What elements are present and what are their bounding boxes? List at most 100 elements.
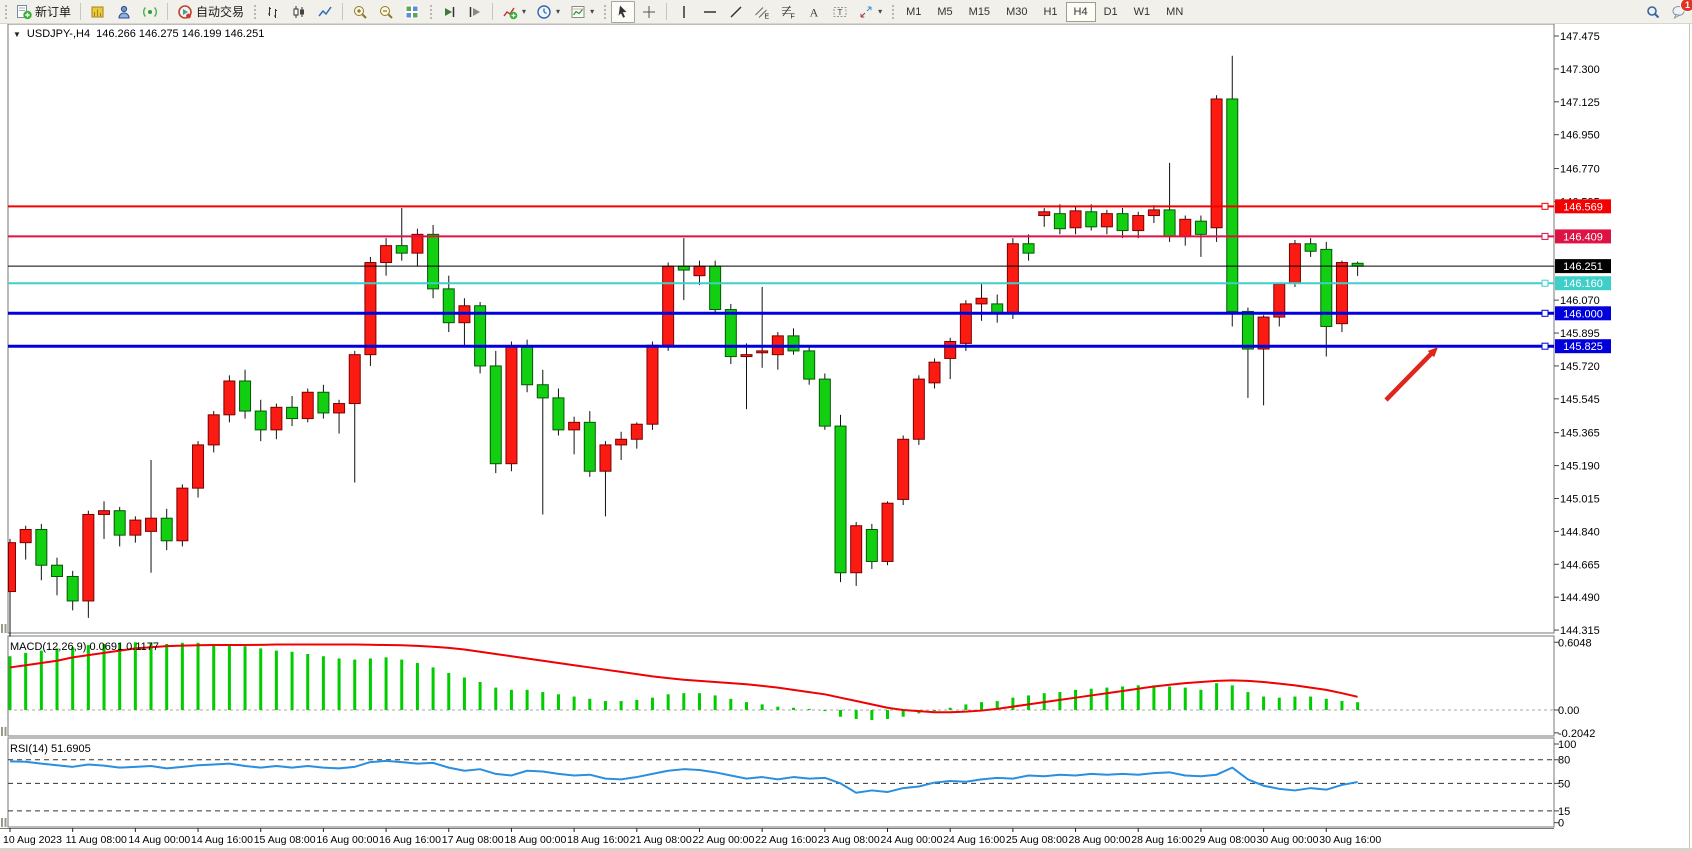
candle-bullish [333,403,346,414]
line-chart-mode-button[interactable] [313,1,337,23]
price-label-box [1555,339,1611,354]
zoom-in-button[interactable] [348,1,372,23]
timeframe-button-m15[interactable]: M15 [968,5,991,18]
macd-bar [854,710,858,719]
timeframe-button-w1[interactable]: W1 [1133,5,1151,18]
chart-shift-button[interactable] [463,1,487,23]
trendline-tool-button[interactable] [724,1,748,23]
zoom-out-icon [378,4,394,20]
channel-tool-button[interactable]: E [750,1,774,23]
main-price-panel[interactable] [7,24,1555,634]
candles-layer[interactable] [8,55,1364,637]
price-tick-label: 146.070 [1560,295,1600,307]
rsi-panel[interactable] [7,737,1555,828]
candle-bearish [818,378,831,427]
macd-bar [180,642,184,710]
candle-bullish [1147,209,1160,217]
rsi-axis-label: 50 [1558,778,1570,790]
price-level-lines[interactable]: 146.569 146.409 146.251 146.160 146.000 145.8… [8,199,1611,354]
auto-scroll-button[interactable] [437,1,461,23]
date-tick-label: 28 Aug 00:00 [1069,834,1131,846]
macd-bar [541,692,545,710]
panel-splitter-grip[interactable] [4,818,7,827]
chart-title: ▼ USDJPY-,H4 146.266 146.275 146.199 146… [13,28,264,40]
toolbar-grip[interactable] [252,3,258,20]
timeframe-button-mn[interactable]: MN [1166,5,1184,18]
candlestick-mode-button[interactable] [287,1,311,23]
signal-icon [142,4,158,20]
bar-chart-mode-button[interactable] [261,1,285,23]
signal-button[interactable] [138,1,162,23]
level-line-marker[interactable] [1541,342,1549,350]
periods-button[interactable]: ▾ [532,1,564,23]
panel-splitter-grip[interactable] [1,818,3,827]
templates-button[interactable]: ▾ [566,1,598,23]
chart-canvas[interactable]: 147.475 147.300 147.125 146.950 146.770 146.5… [0,24,1692,851]
horizontal-line-tool-button[interactable] [698,1,722,23]
timeframe-button-h1[interactable]: H1 [1043,5,1058,18]
toolbar-grip[interactable] [602,3,608,20]
macd-plot[interactable]: 0.6048 0.00 -0.2042 [8,637,1595,740]
timeframe-button-h4[interactable]: H4 [1065,1,1096,22]
candle-bullish [270,406,283,431]
auto-trading-button[interactable]: 自动交易 [173,1,248,23]
text-tool-button[interactable]: A [802,1,826,23]
text-label-tool-button[interactable]: T [828,1,852,23]
status-strip [0,848,1692,851]
panel-splitter-grip[interactable] [4,624,7,633]
macd-bar [1230,685,1234,710]
level-line-marker[interactable] [1541,279,1549,287]
toolbar-grip[interactable] [3,3,8,20]
macd-panel[interactable] [7,635,1555,737]
timeframe-button-m5[interactable]: M5 [937,5,953,18]
panel-splitter-grip[interactable] [1,727,3,736]
rsi-plot[interactable]: 100 80 50 150 [8,739,1576,830]
level-line-marker[interactable] [1541,309,1549,317]
level-line-marker[interactable] [1541,232,1549,240]
tile-windows-button[interactable] [400,1,424,23]
one-click-trading-toggle[interactable]: ▼ [13,29,21,39]
rsi-line [9,759,1358,794]
chart-window[interactable]: 147.475 147.300 147.125 146.950 146.770 146.5… [0,24,1692,851]
candle-bearish [1241,310,1254,350]
indicators-button[interactable]: ▾ [498,1,530,23]
search-button[interactable] [1641,1,1665,23]
annotation-arrow[interactable] [1384,347,1438,402]
zoom-out-button[interactable] [374,1,398,23]
candle-bullish [1335,262,1348,325]
macd-bar [431,667,435,710]
candle-bearish [66,576,79,602]
price-axis[interactable]: 147.475 147.300 147.125 146.950 146.770 146.5… [1554,31,1600,637]
chat-button[interactable]: 1 [1667,0,1692,23]
chart-symbol-period: USDJPY-,H4 [26,28,91,40]
macd-bar [588,698,592,710]
cursor-tool-button[interactable] [611,0,636,23]
market-watch-button[interactable] [86,1,110,23]
fibonacci-tool-button[interactable]: F [776,1,800,23]
timeframe-button-d1[interactable]: D1 [1103,5,1118,18]
macd-bar [1136,685,1140,710]
date-axis[interactable]: 10 Aug 2023 11 Aug 08:00 14 Aug 00:00 14 Au… [0,828,1554,846]
candle-bullish [98,510,111,515]
macd-bar [1340,701,1344,710]
level-line-marker[interactable] [1541,202,1549,210]
candle-bearish [286,406,299,420]
vertical-line-tool-button[interactable] [672,1,696,23]
search-icon [1645,4,1661,20]
timeframe-button-m1[interactable]: M1 [906,5,922,18]
timeframe-button-m30[interactable]: M30 [1006,5,1028,18]
date-tick-label: 28 Aug 16:00 [1131,834,1193,846]
panel-splitter-grip[interactable] [4,727,7,736]
arrows-tool-button[interactable]: ▾ [854,1,886,23]
price-tick-label: 145.895 [1560,328,1600,340]
candle-bearish [239,380,252,412]
macd-bar [792,707,795,710]
panel-splitter-grip[interactable] [1,624,3,633]
new-order-button[interactable]: 新订单 [12,1,75,23]
date-tick-label: 23 Aug 08:00 [818,834,880,846]
navigator-button[interactable] [112,1,136,23]
price-tick-label: 147.125 [1560,97,1600,109]
crosshair-tool-button[interactable] [637,1,661,23]
toolbar-grip[interactable] [890,3,896,20]
toolbar-grip[interactable] [428,3,434,20]
